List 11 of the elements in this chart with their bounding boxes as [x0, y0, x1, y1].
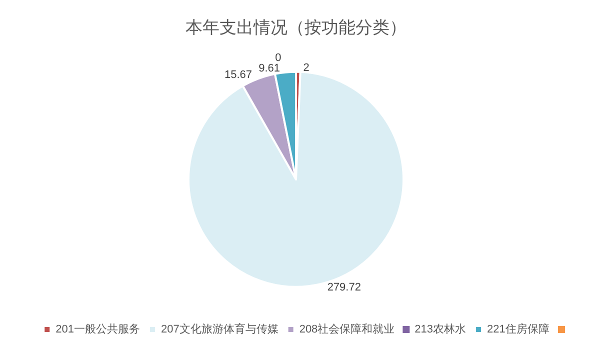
data-label: 15.67 — [224, 68, 252, 81]
legend-label: 208社会保障和就业 — [299, 322, 395, 336]
legend-label: 213农林水 — [414, 322, 466, 336]
legend-label: 201一般公共服务 — [56, 322, 140, 336]
chart-title: 本年支出情况（按功能分类） — [186, 18, 406, 37]
data-label: 9.61 — [258, 62, 280, 74]
text: 0 — [275, 52, 282, 64]
legend-label: 221住房保障 — [487, 322, 550, 336]
legend-label: 207文化旅游体育与传媒 — [160, 322, 278, 336]
data-label: 279.72 — [327, 282, 361, 294]
data-label: 2 — [303, 62, 310, 74]
